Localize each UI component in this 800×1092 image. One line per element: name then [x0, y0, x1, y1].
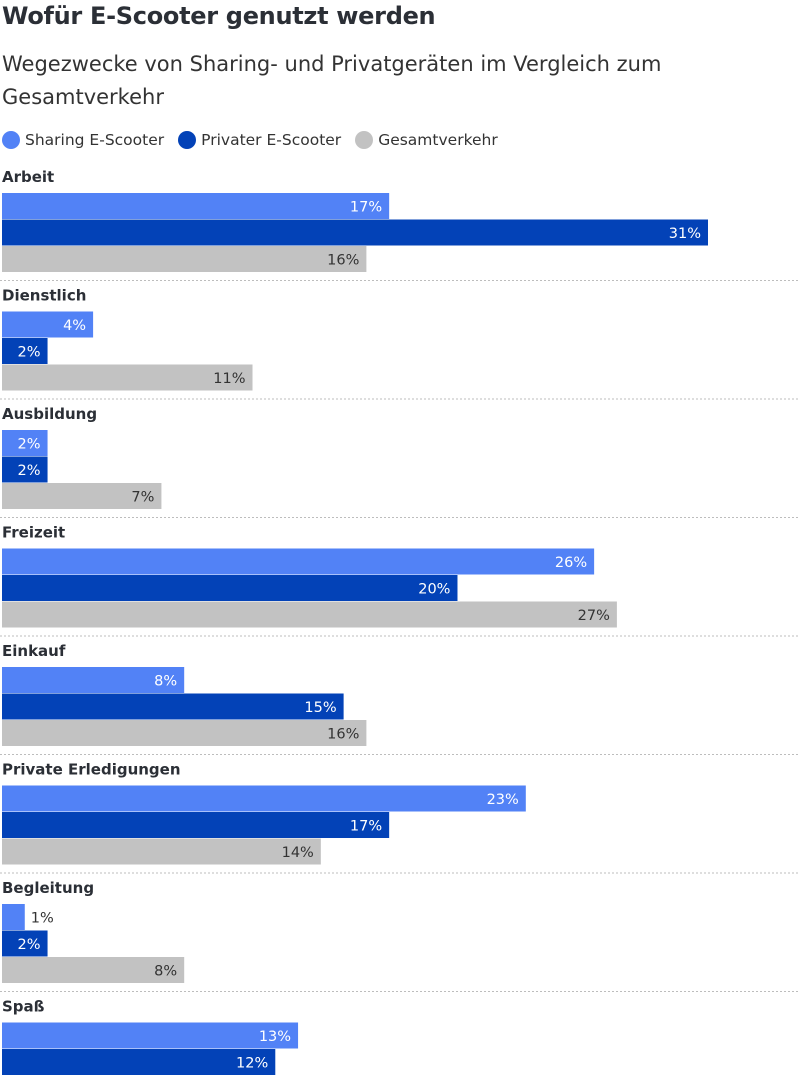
legend-swatch-sharing — [2, 131, 20, 149]
bar-begleitung-sharing — [2, 904, 25, 930]
data-label-einkauf-total: 16% — [327, 727, 359, 743]
bar-einkauf-private — [2, 693, 344, 720]
bar-arbeit-sharing — [2, 193, 390, 219]
data-label-ausbildung-total: 7% — [131, 490, 154, 506]
legend-swatch-total — [355, 131, 374, 149]
data-label-einkauf-private: 15% — [304, 700, 336, 716]
bar-private-erledigungen-total — [2, 838, 321, 865]
legend-swatch-private — [178, 131, 197, 149]
category-label-private-erledigungen: Private Erledigungen — [2, 761, 181, 779]
bar-freizeit-private — [2, 575, 458, 601]
category-label-spa: Spaß — [2, 998, 45, 1016]
data-label-ausbildung-private: 2% — [18, 463, 41, 479]
legend: Sharing E-Scooter Privater E-Scooter Ges… — [2, 128, 512, 152]
data-label-freizeit-private: 20% — [418, 582, 450, 598]
data-label-private-erledigungen-total: 14% — [282, 845, 314, 861]
data-label-einkauf-sharing: 8% — [154, 674, 177, 690]
bar-ausbildung-private — [2, 456, 48, 483]
bar-spa-private — [2, 1049, 276, 1075]
bar-freizeit-total — [2, 601, 617, 628]
data-label-spa-private: 12% — [236, 1056, 268, 1072]
data-label-private-erledigungen-private: 17% — [350, 819, 382, 835]
data-label-begleitung-total: 8% — [154, 964, 177, 980]
category-label-begleitung: Begleitung — [2, 879, 94, 897]
chart-subtitle: Wegezwecke von Sharing- und Privatgeräte… — [2, 52, 662, 109]
bar-begleitung-private — [2, 930, 48, 957]
data-label-begleitung-sharing: 1% — [31, 911, 54, 927]
data-label-arbeit-sharing: 17% — [350, 200, 382, 216]
data-label-dienstlich-private: 2% — [18, 345, 41, 361]
data-label-begleitung-private: 2% — [18, 937, 41, 953]
category-label-freizeit: Freizeit — [2, 524, 65, 542]
bar-freizeit-sharing — [2, 548, 595, 575]
chart-title: Wofür E-Scooter genutzt werden — [2, 2, 436, 30]
bar-dienstlich-total — [2, 364, 253, 391]
data-label-dienstlich-total: 11% — [213, 371, 245, 387]
data-label-freizeit-total: 27% — [578, 608, 610, 624]
legend-item-total[interactable]: Gesamtverkehr — [355, 131, 498, 149]
category-label-arbeit: Arbeit — [2, 168, 54, 186]
legend-label-total: Gesamtverkehr — [378, 131, 498, 149]
bar-ausbildung-total — [2, 483, 162, 509]
data-label-freizeit-sharing: 26% — [555, 555, 587, 571]
data-label-arbeit-private: 31% — [669, 226, 701, 242]
bar-spa-sharing — [2, 1022, 299, 1049]
bar-chart: Arbeit 17% 31% 16% Dienstlich 4% 2% 11% Ausbildu… — [0, 168, 800, 1075]
legend-item-private[interactable]: Privater E-Scooter — [178, 131, 341, 149]
legend-label-sharing: Sharing E-Scooter — [25, 131, 165, 149]
bar-ausbildung-sharing — [2, 430, 48, 456]
legend-label-private: Privater E-Scooter — [201, 131, 342, 149]
bar-einkauf-total — [2, 720, 367, 746]
bar-einkauf-sharing — [2, 667, 185, 693]
bar-private-erledigungen-private — [2, 812, 390, 838]
bar-dienstlich-private — [2, 338, 48, 364]
legend-item-sharing[interactable]: Sharing E-Scooter — [2, 131, 164, 149]
bar-arbeit-private — [2, 219, 708, 246]
data-label-ausbildung-sharing: 2% — [18, 437, 41, 453]
data-label-dienstlich-sharing: 4% — [63, 318, 86, 334]
bar-arbeit-total — [2, 246, 367, 272]
category-label-dienstlich: Dienstlich — [2, 287, 86, 305]
category-label-einkauf: Einkauf — [2, 642, 66, 660]
bar-dienstlich-sharing — [2, 311, 94, 338]
bar-private-erledigungen-sharing — [2, 785, 526, 812]
category-label-ausbildung: Ausbildung — [2, 405, 97, 423]
data-label-arbeit-total: 16% — [327, 253, 359, 269]
data-label-spa-sharing: 13% — [259, 1029, 291, 1045]
bar-begleitung-total — [2, 957, 185, 983]
data-label-private-erledigungen-sharing: 23% — [487, 792, 519, 808]
